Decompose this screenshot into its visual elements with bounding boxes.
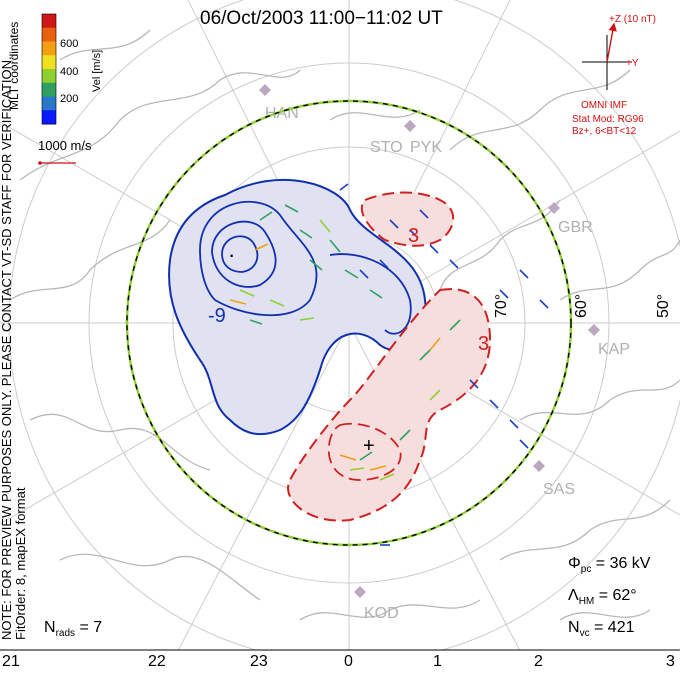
mlt-label-22: 22 — [148, 653, 166, 670]
colorbar-segment — [42, 96, 56, 111]
station-labels: HAN STO PYK GBR KAP SAS KOD — [265, 105, 630, 622]
svg-text:STO: STO — [370, 139, 403, 156]
scale-label: 1000 m/s — [38, 138, 92, 153]
n-vc-stat: Nvc = 421 — [568, 619, 635, 639]
colorbar-segment — [42, 41, 56, 56]
map-title: 06/Oct/2003 11:00−11:02 UT — [200, 8, 443, 29]
station-markers — [259, 84, 600, 598]
mlt-label-0: 0 — [344, 653, 353, 670]
colorbar-segment — [42, 55, 56, 70]
velocity-colorbar — [41, 13, 57, 125]
maximum-marker: + — [363, 435, 375, 457]
imf-y-label: +Y — [626, 58, 639, 69]
svg-text:SAS: SAS — [543, 481, 575, 498]
positive-potential-label-b: 3 — [478, 333, 489, 355]
n-rads-stat: Nrads = 7 — [44, 619, 102, 639]
colorbar-segment — [42, 27, 56, 42]
preview-note-line1: NOTE: FOR PREVIEW PURPOSES ONLY. PLEASE … — [0, 56, 14, 640]
fit-order-line: FitOrder: 8, mapEX format — [13, 487, 28, 640]
positive-cell-fill — [287, 288, 492, 522]
svg-text:GBR: GBR — [558, 219, 593, 236]
latitude-label-50: 50° — [655, 294, 672, 318]
imf-clock — [582, 22, 632, 90]
colorbar-tick-200: 200 — [60, 93, 78, 105]
mlt-label-23: 23 — [250, 653, 268, 670]
velocity-vectors — [229, 183, 549, 546]
imf-z-label: +Z (10 nT) — [609, 14, 656, 25]
negative-potential-label: -9 — [208, 305, 226, 327]
colorbar-segment — [42, 14, 56, 29]
positive-potential-label-a: 3 — [408, 225, 419, 247]
colorbar-segment — [42, 110, 56, 125]
colorbar-tick-400: 400 — [60, 66, 78, 78]
svg-text:KOD: KOD — [364, 605, 399, 622]
minimum-marker: · — [228, 242, 235, 267]
mlt-label-3: 3 — [666, 653, 675, 670]
colorbar-border — [41, 13, 57, 125]
colorbar-label: Vel [m/s] — [91, 50, 103, 92]
preview-note: NOTE: FOR PREVIEW PURPOSES ONLY. PLEASE … — [0, 0, 28, 640]
latitude-label-60: 60° — [573, 294, 590, 318]
mlt-label-21: 21 — [2, 653, 20, 670]
stat-model-label: Stat Mod: RG96 — [572, 114, 644, 125]
coordinates-label: MLT coordinates — [7, 22, 21, 110]
mlt-label-1: 1 — [433, 653, 442, 670]
mlt-label-2: 2 — [534, 653, 543, 670]
imf-source-label: OMNI IMF — [581, 100, 627, 111]
colorbar-segment — [42, 69, 56, 84]
colorbar-segment — [42, 82, 56, 97]
svg-text:KAP: KAP — [598, 341, 630, 358]
colorbar-tick-600: 600 — [60, 38, 78, 50]
phi-pc-stat: Φpc = 36 kV — [568, 555, 651, 575]
svg-text:PYK: PYK — [410, 139, 442, 156]
lambda-hm-stat: ΛHM = 62° — [568, 587, 637, 607]
negative-cell-fill — [168, 179, 427, 436]
latitude-label-70: 70° — [493, 294, 510, 318]
stat-model-params: Bz+, 6<BT<12 — [572, 126, 637, 137]
